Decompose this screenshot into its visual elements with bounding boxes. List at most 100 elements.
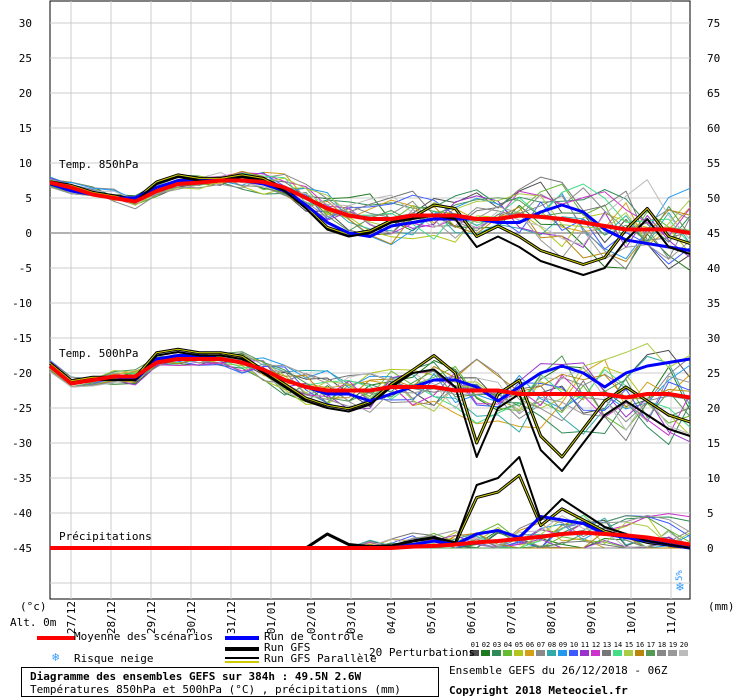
left-tick-label: 5 xyxy=(25,192,32,205)
left-tick-label: -30 xyxy=(12,437,32,450)
perturbation-swatch xyxy=(657,650,666,656)
perturbation-number: 19 xyxy=(669,641,677,649)
footer-ensemble: Ensemble GEFS du 26/12/2018 - 06Z xyxy=(449,664,668,677)
legend-perturbations-label: 20 Perturbations xyxy=(369,646,475,659)
legend-mean-swatch xyxy=(37,636,75,640)
t850-perturbation-line xyxy=(49,176,691,260)
x-date-label: 29/12 xyxy=(145,601,158,634)
precip-mean-line xyxy=(50,530,691,550)
perturbation-number: 18 xyxy=(658,641,666,649)
perturbation-swatch xyxy=(679,650,688,656)
perturbation-number: 06 xyxy=(526,641,534,649)
t850-gfs-line xyxy=(49,176,691,276)
perturbation-swatch xyxy=(558,650,567,656)
x-date-label: 07/01 xyxy=(505,601,518,634)
perturbation-number: 02 xyxy=(482,641,490,649)
legend-snow-label: Risque neige xyxy=(74,652,154,665)
perturbation-swatch xyxy=(547,650,556,656)
right-tick-label: 5 xyxy=(707,507,714,520)
right-tick-label: 55 xyxy=(707,157,720,170)
x-date-label: 31/12 xyxy=(225,601,238,634)
perturbation-swatch xyxy=(668,650,677,656)
left-tick-label: -25 xyxy=(12,402,32,415)
t850-panel-label: Temp. 850hPa xyxy=(59,158,138,171)
perturbation-number: 10 xyxy=(570,641,578,649)
footer-subtitle: Températures 850hPa et 500hPa (°C) , pré… xyxy=(30,683,401,696)
right-tick-label: 45 xyxy=(707,227,720,240)
x-date-label: 27/12 xyxy=(65,601,78,634)
perturbation-swatch xyxy=(525,650,534,656)
snowflake-icon: ❄ xyxy=(52,650,60,664)
footer-copyright: Copyright 2018 Meteociel.fr xyxy=(449,684,628,697)
left-tick-label: -15 xyxy=(12,332,32,345)
legend-control: Run de contrôle xyxy=(220,630,420,644)
legend-gfs: Run GFS xyxy=(220,641,420,655)
legend-mean-label: Moyenne des scénarios xyxy=(74,630,214,643)
x-date-label: 04/01 xyxy=(385,601,398,634)
perturbation-swatch xyxy=(613,650,622,656)
perturbation-number: 14 xyxy=(614,641,622,649)
right-tick-label: 0 xyxy=(707,542,714,555)
perturbation-swatch xyxy=(591,650,600,656)
x-date-label: 11/01 xyxy=(665,601,678,634)
right-tick-label: 25 xyxy=(707,367,720,380)
perturbation-swatch xyxy=(635,650,644,656)
left-tick-label: -40 xyxy=(12,507,32,520)
right-tick-label: 60 xyxy=(707,122,720,135)
footer-title: Diagramme des ensembles GEFS sur 384h : … xyxy=(30,670,362,683)
perturbation-number: 07 xyxy=(537,641,545,649)
right-tick-label: 70 xyxy=(707,52,720,65)
left-tick-label: 15 xyxy=(19,122,32,135)
perturbation-swatch xyxy=(602,650,611,656)
x-date-label: 28/12 xyxy=(105,601,118,634)
perturbation-number: 04 xyxy=(504,641,512,649)
left-tick-label: 30 xyxy=(19,17,32,30)
right-tick-label: 10 xyxy=(707,472,720,485)
left-tick-label: -45 xyxy=(12,542,32,555)
right-tick-label: 35 xyxy=(707,297,720,310)
perturbation-number: 09 xyxy=(559,641,567,649)
perturbation-number: 16 xyxy=(636,641,644,649)
left-tick-label: 10 xyxy=(19,157,32,170)
perturbation-swatch xyxy=(536,650,545,656)
legend-gfs-swatch xyxy=(225,647,259,651)
footer-title-box: Diagramme des ensembles GEFS sur 384h : … xyxy=(21,667,439,697)
t850-control-line xyxy=(49,179,691,252)
legend-gfs-parallel-label: Run GFS Parallèle xyxy=(264,652,377,665)
perturbation-number: 17 xyxy=(647,641,655,649)
left-tick-label: 20 xyxy=(19,87,32,100)
perturbation-number: 13 xyxy=(603,641,611,649)
right-tick-label: 30 xyxy=(707,332,720,345)
perturbation-number: 11 xyxy=(581,641,589,649)
x-date-label: 30/12 xyxy=(185,601,198,634)
t500-control-line xyxy=(49,354,691,403)
left-unit-label: (°c) xyxy=(20,600,47,613)
t500-gfs-line xyxy=(49,351,691,472)
altitude-label: Alt. 0m xyxy=(10,616,57,629)
t500-mean-line xyxy=(48,357,691,400)
perturbation-swatch xyxy=(569,650,578,656)
right-tick-label: 65 xyxy=(707,87,720,100)
left-tick-label: 0 xyxy=(25,227,32,240)
right-tick-label: 40 xyxy=(707,262,720,275)
left-tick-label: -5 xyxy=(19,262,32,275)
left-tick-label: -20 xyxy=(12,367,32,380)
left-tick-label: -35 xyxy=(12,472,32,485)
perturbation-number: 12 xyxy=(592,641,600,649)
right-tick-label: 50 xyxy=(707,192,720,205)
x-date-label: 05/01 xyxy=(425,601,438,634)
right-tick-label: 20 xyxy=(707,402,720,415)
perturbation-swatch xyxy=(481,650,490,656)
legend-gfs-label: Run GFS xyxy=(264,641,311,654)
x-date-label: 03/01 xyxy=(345,601,358,634)
legend-gfs-parallel-swatch xyxy=(225,657,259,663)
t500-panel-label: Temp. 500hPa xyxy=(59,347,138,360)
x-date-label: 10/01 xyxy=(625,601,638,634)
right-unit-label: (mm) xyxy=(708,600,735,613)
perturbation-number: 08 xyxy=(548,641,556,649)
right-tick-label: 75 xyxy=(707,17,720,30)
perturbation-number: 15 xyxy=(625,641,633,649)
perturbation-number: 01 xyxy=(471,641,479,649)
